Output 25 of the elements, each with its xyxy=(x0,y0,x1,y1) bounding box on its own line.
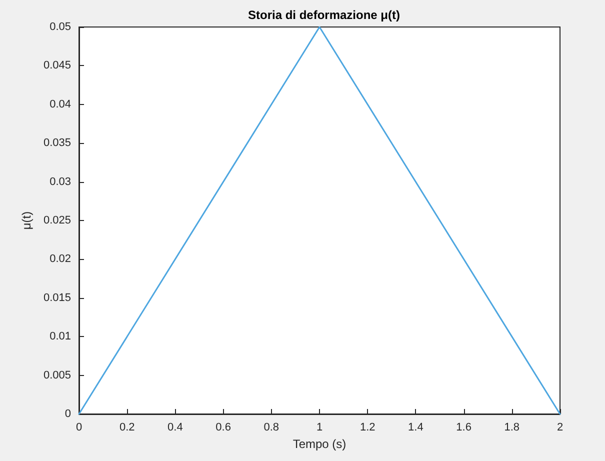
x-tick-label: 0.6 xyxy=(216,422,231,434)
chart-title: Storia di deformazione μ(t) xyxy=(248,8,400,22)
x-tick-label: 0.4 xyxy=(168,422,183,434)
x-tick-label: 0.8 xyxy=(264,422,280,434)
y-tick-label: 0.04 xyxy=(50,98,71,110)
y-tick-label: 0.01 xyxy=(50,330,71,343)
x-tick-label: 0.2 xyxy=(119,422,135,434)
y-tick-label: 0.015 xyxy=(43,292,71,304)
x-tick-label: 1 xyxy=(316,422,323,434)
y-axis-title: μ(t) xyxy=(20,211,34,230)
y-tick-label: 0.045 xyxy=(43,60,71,72)
y-tick-label: 0.035 xyxy=(43,137,71,150)
x-tick-label: 0 xyxy=(76,422,82,434)
x-tick-label: 2 xyxy=(556,422,564,434)
x-tick-label: 1.8 xyxy=(504,422,520,434)
x-tick-label: 1.6 xyxy=(456,422,472,434)
y-tick-label: 0.03 xyxy=(50,176,71,188)
y-tick-label: 0.025 xyxy=(43,214,71,226)
y-tick-label: 0.005 xyxy=(43,369,71,382)
x-axis-title: Tempo (s) xyxy=(292,436,346,451)
y-tick-label: 0 xyxy=(64,408,71,420)
y-tick-label: 0.05 xyxy=(50,21,71,33)
x-tick-label: 1.4 xyxy=(408,422,424,434)
y-tick-label: 0.02 xyxy=(50,253,71,266)
x-tick-label: 1.2 xyxy=(360,422,376,434)
